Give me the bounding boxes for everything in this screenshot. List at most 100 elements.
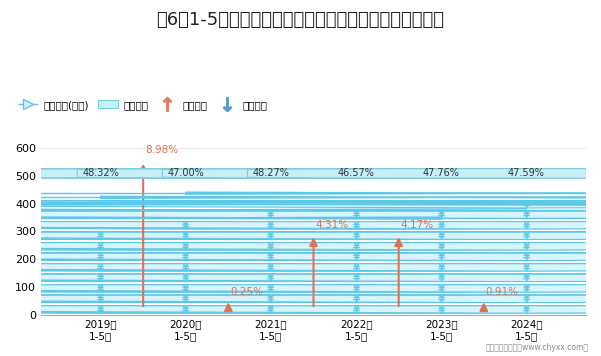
- Text: ¥: ¥: [97, 231, 104, 241]
- Text: ¥: ¥: [352, 273, 359, 283]
- PathPatch shape: [0, 285, 601, 292]
- FancyBboxPatch shape: [248, 169, 601, 178]
- Text: ¥: ¥: [267, 305, 275, 315]
- Text: ¥: ¥: [267, 210, 275, 220]
- PathPatch shape: [0, 274, 601, 282]
- PathPatch shape: [0, 211, 601, 219]
- Text: ¥: ¥: [438, 252, 445, 262]
- Text: ¥: ¥: [267, 273, 275, 283]
- Text: ¥: ¥: [182, 231, 189, 241]
- Text: ¥: ¥: [352, 242, 359, 252]
- Legend: 累计保费(亿元), 寿险占比, 同比增加, 同比减少: 累计保费(亿元), 寿险占比, 同比增加, 同比减少: [13, 95, 272, 114]
- Text: ¥: ¥: [182, 305, 189, 315]
- Text: 近6年1-5月新疆维吾尔自治区累计原保险保费收入统计图: 近6年1-5月新疆维吾尔自治区累计原保险保费收入统计图: [156, 11, 445, 29]
- Text: 8.98%: 8.98%: [145, 145, 178, 155]
- Text: ¥: ¥: [438, 221, 445, 231]
- PathPatch shape: [0, 306, 601, 313]
- PathPatch shape: [0, 232, 601, 240]
- PathPatch shape: [0, 222, 601, 229]
- PathPatch shape: [0, 285, 601, 292]
- Text: 0.91%: 0.91%: [486, 287, 519, 297]
- PathPatch shape: [0, 274, 601, 282]
- PathPatch shape: [0, 295, 601, 303]
- Text: ¥: ¥: [182, 252, 189, 262]
- PathPatch shape: [0, 306, 601, 313]
- Text: ¥: ¥: [438, 284, 445, 294]
- Text: 47.00%: 47.00%: [168, 168, 204, 178]
- Text: 制图：智研咨询（www.chyxx.com）: 制图：智研咨询（www.chyxx.com）: [486, 344, 589, 352]
- Text: 4.17%: 4.17%: [400, 220, 433, 230]
- FancyBboxPatch shape: [162, 169, 601, 178]
- Text: ¥: ¥: [523, 242, 530, 252]
- PathPatch shape: [0, 264, 601, 271]
- PathPatch shape: [0, 274, 601, 282]
- PathPatch shape: [0, 222, 601, 229]
- Text: ¥: ¥: [523, 273, 530, 283]
- PathPatch shape: [0, 264, 601, 271]
- PathPatch shape: [0, 295, 601, 303]
- Text: ¥: ¥: [352, 284, 359, 294]
- FancyBboxPatch shape: [0, 169, 465, 178]
- PathPatch shape: [0, 285, 601, 292]
- PathPatch shape: [0, 243, 601, 250]
- Text: ¥: ¥: [267, 242, 275, 252]
- PathPatch shape: [0, 295, 601, 303]
- Text: ¥: ¥: [97, 252, 104, 262]
- Text: ¥: ¥: [182, 294, 189, 304]
- Text: ¥: ¥: [182, 284, 189, 294]
- Text: ¥: ¥: [352, 294, 359, 304]
- Text: ¥: ¥: [352, 221, 359, 231]
- PathPatch shape: [0, 295, 601, 303]
- PathPatch shape: [0, 222, 601, 229]
- PathPatch shape: [0, 253, 601, 261]
- PathPatch shape: [0, 211, 601, 219]
- Text: ¥: ¥: [267, 263, 275, 273]
- Text: ¥: ¥: [523, 200, 530, 210]
- Text: ¥: ¥: [97, 273, 104, 283]
- PathPatch shape: [0, 211, 601, 219]
- Text: ¥: ¥: [438, 210, 445, 220]
- Text: ¥: ¥: [182, 242, 189, 252]
- Text: ¥: ¥: [267, 294, 275, 304]
- Text: ¥: ¥: [438, 305, 445, 315]
- Text: ¥: ¥: [267, 221, 275, 231]
- PathPatch shape: [0, 232, 601, 240]
- Text: ¥: ¥: [523, 263, 530, 273]
- PathPatch shape: [0, 200, 601, 208]
- PathPatch shape: [0, 274, 601, 282]
- Text: 47.76%: 47.76%: [423, 168, 460, 178]
- FancyBboxPatch shape: [77, 169, 601, 178]
- Text: 48.27%: 48.27%: [252, 168, 289, 178]
- PathPatch shape: [0, 232, 601, 240]
- Text: 0.25%: 0.25%: [230, 287, 263, 297]
- PathPatch shape: [0, 274, 601, 282]
- PathPatch shape: [0, 253, 601, 261]
- PathPatch shape: [0, 253, 601, 261]
- PathPatch shape: [0, 222, 601, 229]
- PathPatch shape: [0, 274, 601, 282]
- PathPatch shape: [0, 243, 601, 250]
- PathPatch shape: [0, 306, 601, 313]
- PathPatch shape: [0, 306, 601, 313]
- Text: ¥: ¥: [438, 231, 445, 241]
- Text: ¥: ¥: [523, 284, 530, 294]
- PathPatch shape: [0, 253, 601, 261]
- PathPatch shape: [0, 295, 601, 303]
- PathPatch shape: [0, 306, 601, 313]
- Text: ¥: ¥: [352, 252, 359, 262]
- PathPatch shape: [0, 232, 601, 240]
- Text: ¥: ¥: [523, 252, 530, 262]
- PathPatch shape: [0, 232, 601, 240]
- Text: 47.59%: 47.59%: [508, 168, 545, 178]
- PathPatch shape: [0, 295, 601, 303]
- PathPatch shape: [0, 285, 601, 292]
- PathPatch shape: [0, 243, 601, 250]
- Text: ¥: ¥: [267, 284, 275, 294]
- Text: ¥: ¥: [523, 305, 530, 315]
- PathPatch shape: [0, 243, 601, 250]
- PathPatch shape: [0, 253, 601, 261]
- Text: ¥: ¥: [523, 294, 530, 304]
- Text: ¥: ¥: [438, 273, 445, 283]
- Text: ¥: ¥: [438, 294, 445, 304]
- Text: 48.32%: 48.32%: [82, 168, 119, 178]
